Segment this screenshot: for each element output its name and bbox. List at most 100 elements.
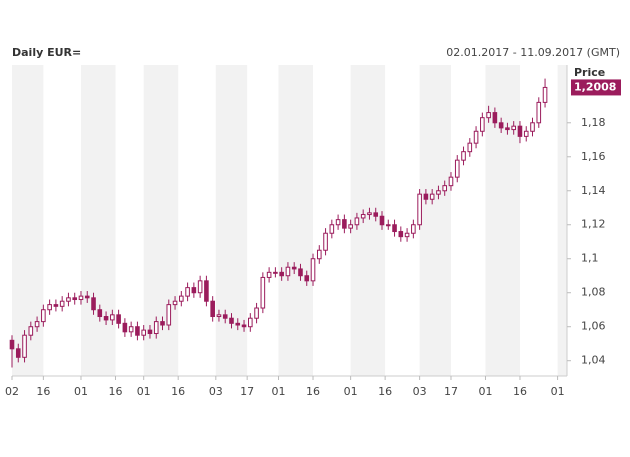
candle-body [172,300,178,306]
candle-body [116,314,121,324]
candle-body [72,297,78,301]
candle-body [266,271,272,278]
candle-body [373,212,379,217]
candle-body [285,266,291,277]
x-tick-label: 16 [306,385,320,398]
band [557,65,567,376]
candle-body [467,142,473,153]
candle-body [210,300,215,318]
candle-body [122,322,128,333]
x-tick-label: 03 [413,385,427,398]
x-tick-label: 16 [513,385,527,398]
candle-body [498,122,504,129]
candle-body [185,287,190,297]
candle-body [279,271,284,277]
y-tick-label: 1,04 [581,354,606,367]
candle-body [204,280,209,302]
candle-body [22,334,27,358]
candle-body [429,193,435,200]
candle-body [298,268,303,277]
candle-body [191,287,197,294]
candle-body [160,321,165,326]
candle-body [28,326,34,336]
candle-body [229,317,234,324]
x-tick-label: 16 [108,385,122,398]
candle-body [59,300,65,307]
candle-body [248,317,253,328]
candle-body [385,224,391,227]
y-tick-label: 1,08 [581,286,606,299]
candle-body [135,326,140,336]
candle-body [15,348,21,358]
candle-body [97,309,103,318]
candle-body [47,304,52,311]
candle-body [511,125,516,131]
date-range: 02.01.2017 - 11.09.2017 (GMT) [446,46,620,59]
candle-body [454,159,460,178]
x-tick-label: 01 [74,385,88,398]
candle-body [128,326,134,333]
y-tick-label: 1,06 [581,320,606,333]
candle-body [291,266,297,270]
candle-body [9,339,15,350]
candle-body [78,295,84,301]
band [12,65,44,376]
candle-body [34,321,40,328]
candle-body [310,258,316,282]
x-tick-label: 17 [444,385,458,398]
candle-body [536,101,542,124]
y-tick-label: 1,12 [581,218,606,231]
candle-body [473,130,479,144]
candle-body [235,322,241,326]
candle-body [141,329,146,336]
candle-body [197,280,203,294]
x-tick-label: 01 [551,385,565,398]
candle-body [367,212,372,216]
candle-body [53,304,59,307]
band [80,65,116,376]
candle-body [66,297,71,302]
candle-body [423,193,429,200]
x-tick-label: 17 [240,385,254,398]
candle-body [411,224,416,234]
x-tick-label: 01 [137,385,151,398]
candle-body [153,321,159,335]
candle-body [179,295,184,302]
x-tick-label: 02 [5,385,19,398]
band [215,65,248,376]
candle-body [260,276,266,309]
x-tick-label: 01 [344,385,358,398]
candle-body [505,127,510,131]
candle-body [329,224,335,234]
candle-body [517,125,523,137]
band [485,65,520,376]
candle-body [530,122,535,132]
candle-body [417,193,422,226]
x-tick-label: 01 [272,385,286,398]
candle-body [404,232,410,238]
candle-body [335,219,341,226]
x-tick-label: 16 [171,385,185,398]
candle-body [486,112,491,119]
y-tick-label: 1,1 [581,252,599,265]
band [143,65,179,376]
candle-body [492,112,498,124]
candle-body [166,304,172,326]
band [419,65,451,376]
candle-body [436,190,441,195]
candle-body [304,275,310,282]
candle-body [222,314,228,319]
candle-body [147,329,153,335]
candle-body [254,307,259,319]
x-tick-label: 01 [478,385,492,398]
candle-body [110,314,115,321]
chart-title: Daily EUR= [12,46,81,59]
x-tick-label: 03 [209,385,223,398]
y-tick-label: 1,18 [581,116,606,129]
bands [12,65,567,376]
candle-body [41,309,46,323]
candle-body [448,176,454,187]
candle-body [348,224,353,229]
